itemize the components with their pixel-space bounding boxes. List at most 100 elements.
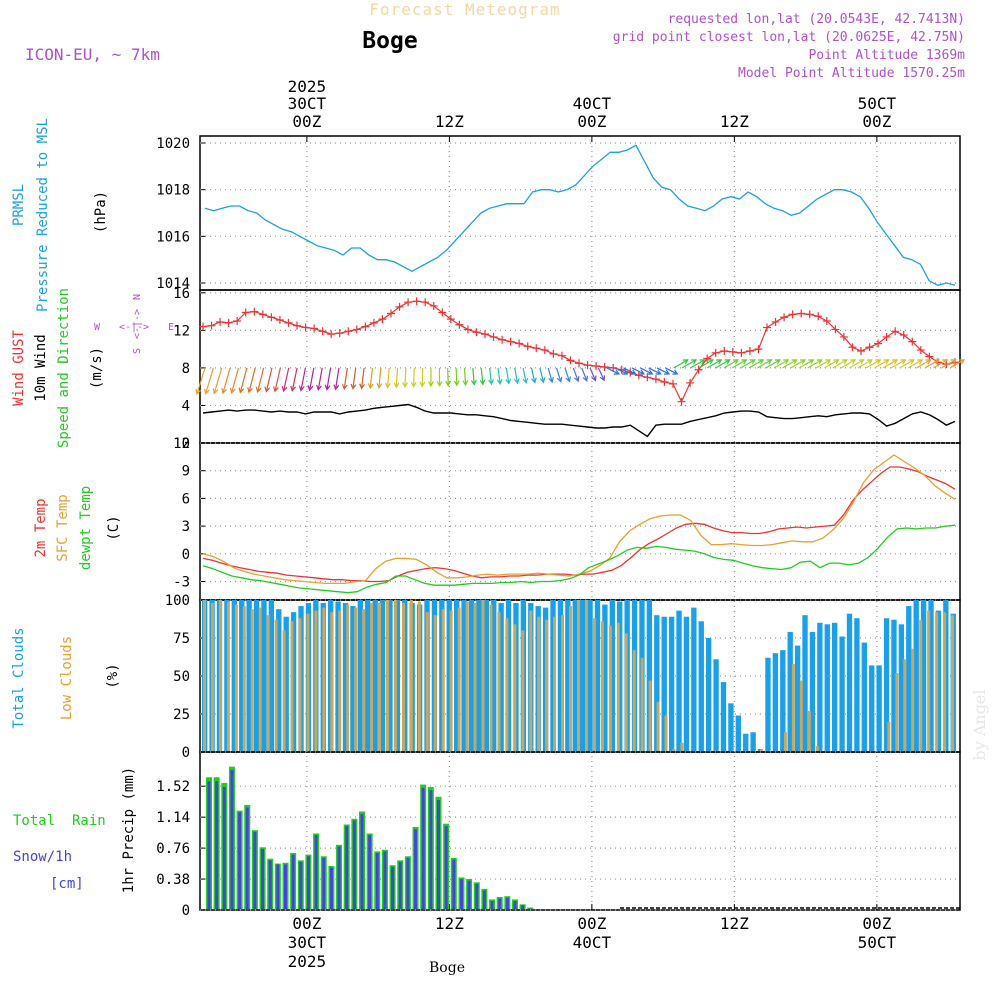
place-title: Boge [362,28,417,54]
wind-arrow-head [539,377,546,384]
wind-unit: (m/s) [89,347,105,389]
wind-arrow [291,367,298,391]
wind-arrow-head [247,387,253,394]
snow-bar [276,864,280,909]
low-cloud-bar [935,612,939,751]
compass-w: W [94,322,101,333]
temp-line-0 [202,466,956,583]
wind-arrow-head [741,359,748,365]
snow-bar [482,890,486,909]
low-cloud-bar [298,618,302,751]
wind-arrow [673,359,689,369]
gust-marker [429,301,438,310]
gust-marker [865,343,874,352]
gust-marker [207,321,216,330]
total-cloud-bar [468,600,475,751]
y-tick-label: 9 [182,464,190,480]
low-cloud-bar [513,624,517,751]
snow-bar [284,864,287,909]
wind-arrow-head [799,359,807,365]
total-cloud-bar [765,657,771,751]
low-cloud-bar [465,601,469,751]
y-tick-label: 1020 [156,136,190,152]
wind-arrow-head [774,359,781,365]
low-cloud-bar [497,612,501,751]
total-cloud-bar [491,600,497,751]
low-cloud-bar [370,603,374,751]
panel-labels: PRMSL Pressure Reduced to MSL (hPa) Wind… [11,118,137,893]
wind-arrow [317,367,323,390]
wind-arrow-head [900,359,907,365]
temp-line-2 [202,524,956,594]
snow-unit-label: [cm] [50,876,84,892]
low-cloud-bar [481,600,485,751]
gust-marker [489,332,498,341]
low-cloud-bar [449,610,453,751]
low-cloud-bar [656,701,660,751]
gust-marker [557,351,566,360]
low-cloud-bar [608,625,612,751]
low-cloud-bar [242,606,246,751]
model-label: ICON-EU, ~ 7km [25,45,160,64]
gust-marker [327,330,336,339]
gust-marker [711,348,720,357]
grid-point-coords: grid point closest lon,lat (20.0625E, 42… [613,30,965,45]
snow-bar [253,831,257,909]
gust-marker [301,323,310,332]
point-altitude: Point Altitude 1369m [808,48,965,63]
wind-arrow [648,367,661,375]
snow-bar [222,787,226,909]
total-cloud-bar [261,600,267,751]
total-cloud-bar [928,600,934,751]
wind-arrow [807,359,822,369]
wind-arrow-head [917,359,924,365]
snow-label: Snow/1h [13,849,72,865]
wind-arrow [412,367,415,387]
wind-arrow-head [264,386,271,393]
snow-bar [322,857,326,909]
wind-arrow-head [522,377,529,385]
wind-arrow-head [290,385,296,392]
wind-arrow-head [858,359,865,365]
gust-marker [481,330,489,339]
rain-bar [527,907,534,909]
wind-arrow [248,367,256,393]
gust-marker [754,345,763,354]
gust-marker [498,335,507,344]
top-time-label: 00Z [292,112,321,131]
wind-arrow [799,359,814,369]
wind-arrow [849,359,864,369]
wind-arrow-head [255,386,262,394]
watermark: by Angel [970,689,989,760]
y-tick-label: 4 [182,398,190,414]
low-cloud-bar [203,600,206,751]
snow-bar [398,861,402,909]
low-cloud-bar [911,648,915,751]
snow-bar [230,769,234,909]
bottom-time-label: 00Z [862,914,891,933]
top-time-label: 12Z [435,112,464,131]
wind-arrow [386,367,390,388]
low-cloud-bar [441,609,445,751]
total-cloud-bar [350,606,356,751]
low-cloud-bar [553,616,557,751]
wind-arrow [378,367,382,388]
gust-marker [395,302,404,311]
snow-bar [391,866,395,909]
wind-arrow-head [384,382,391,389]
wind-arrow-head [204,388,210,395]
gust-marker [318,327,327,336]
low-cloud-bar [529,610,533,751]
gust-marker [728,347,737,356]
wind-arrow [257,367,265,393]
snow-bar [245,807,249,909]
gust-marker [293,321,301,330]
y-tick-label: 0 [182,903,190,919]
gust-marker [284,318,293,327]
wind-arrow [522,367,527,383]
wind-arrow [614,367,628,375]
gust-marker [438,308,447,317]
requested-coords: requested lon,lat (20.0543E, 42.7413N) [668,12,965,27]
total-cloud-bar [668,616,675,751]
wind-arrow [631,367,645,375]
